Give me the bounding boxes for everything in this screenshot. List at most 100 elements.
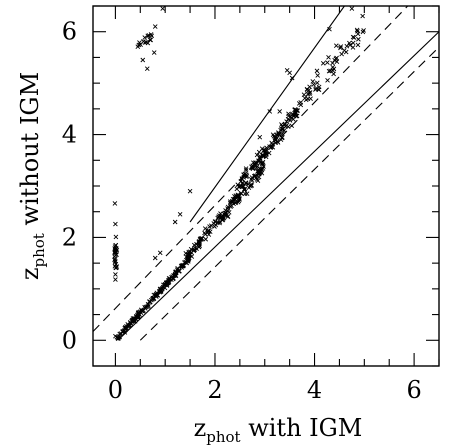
- data-point-zero-column: [113, 261, 119, 267]
- data-point-mid-sequence: [218, 211, 223, 216]
- data-point-upper-branch: [242, 171, 248, 177]
- data-point-mid-sequence: [186, 255, 191, 261]
- data-point-high-z-branch: [314, 80, 320, 86]
- data-point-high-z-branch: [313, 87, 318, 92]
- data-point-mid-sequence: [197, 237, 203, 242]
- data-point-zero-column: [113, 265, 119, 271]
- data-point-mid-sequence: [215, 215, 221, 221]
- data-point-upper-branch: [275, 140, 281, 145]
- data-point-high-z-branch: [342, 48, 347, 53]
- y-axis-title-text: without IGM: [16, 72, 44, 233]
- x-axis-title-z: z: [194, 414, 207, 442]
- data-point-high-z-branch: [325, 78, 330, 83]
- data-point-upper-branch: [274, 132, 280, 138]
- data-point-main-sequence: [151, 292, 157, 298]
- data-point-mid-sequence: [249, 183, 254, 188]
- data-point-main-sequence: [140, 308, 145, 314]
- data-point: [157, 250, 163, 256]
- data-point: [187, 188, 193, 194]
- data-point-mid-sequence: [217, 219, 223, 225]
- data-point-zero-column: [113, 248, 118, 254]
- data-point-high-z-branch: [350, 34, 356, 40]
- x-tick-label: 0: [108, 376, 123, 404]
- data-point-upper-branch: [279, 123, 285, 129]
- data-point-high-z-branch: [316, 87, 322, 93]
- data-point: [287, 70, 292, 76]
- data-point: [360, 1, 364, 5]
- data-point-upper-branch: [292, 107, 298, 112]
- data-point-mid-sequence: [203, 236, 209, 242]
- data-point-upper-branch: [243, 181, 249, 186]
- data-point-high-z-branch: [298, 100, 304, 105]
- data-point-high-z-branch: [305, 96, 311, 102]
- data-point-upper-branch: [264, 145, 269, 151]
- data-point-mid-sequence: [225, 214, 231, 219]
- data-point-high-z-branch: [339, 51, 344, 57]
- data-point-main-sequence: [158, 289, 164, 294]
- data-point-high-z-branch: [355, 29, 360, 34]
- data-point: [140, 57, 146, 63]
- data-point-high-z-branch: [320, 60, 326, 66]
- data-point-main-sequence: [173, 270, 178, 275]
- data-point: [177, 211, 183, 217]
- y-tick-label: 6: [62, 18, 77, 46]
- data-point-mid-sequence: [207, 224, 212, 229]
- data-point-upper-branch: [276, 132, 281, 137]
- data-point-main-sequence: [164, 280, 170, 285]
- y-axis-title-subscript: phot: [30, 233, 48, 267]
- data-point-high-z-branch: [350, 45, 356, 50]
- data-point-outlier-group: [136, 42, 142, 48]
- data-point-upper-branch: [278, 127, 283, 133]
- data-points: [112, 1, 366, 341]
- reference-line-solid-lower: [117, 31, 439, 341]
- data-point-upper-branch: [285, 116, 291, 122]
- data-point-main-sequence: [151, 296, 157, 302]
- data-point-upper-branch: [243, 166, 249, 171]
- data-point-main-sequence: [139, 308, 144, 314]
- data-point-mid-sequence: [184, 260, 190, 266]
- data-point-main-sequence: [158, 288, 164, 293]
- data-point-upper-branch: [289, 123, 295, 128]
- data-point-main-sequence: [178, 263, 184, 269]
- data-point-high-z-branch: [315, 73, 321, 78]
- data-point-main-sequence: [131, 316, 137, 322]
- data-point-upper-branch: [251, 160, 256, 165]
- data-point: [327, 26, 332, 32]
- data-point-high-z-branch: [307, 91, 312, 97]
- data-point-high-z-branch: [356, 36, 361, 42]
- data-point-zero-column: [112, 257, 117, 263]
- x-axis-title-text: with IGM: [241, 414, 363, 442]
- data-point: [152, 255, 158, 261]
- data-point: [115, 335, 121, 341]
- data-point-high-z-branch: [334, 59, 340, 65]
- tick-labels: 0 2 4 6 0 2 4 6: [62, 18, 422, 404]
- data-point-mid-sequence: [225, 206, 230, 211]
- data-point-high-z-branch: [305, 91, 311, 97]
- data-point-upper-branch: [279, 131, 285, 137]
- data-point-high-z-branch: [326, 54, 331, 60]
- y-tick-label: 2: [62, 223, 77, 251]
- y-axis-title-z: z: [16, 268, 44, 281]
- data-point-mid-sequence: [252, 173, 258, 179]
- data-point-main-sequence: [154, 292, 160, 298]
- data-point-mid-sequence: [213, 222, 219, 228]
- data-point-outlier-group: [147, 37, 153, 42]
- data-point-mid-sequence: [244, 191, 250, 197]
- data-point-main-sequence: [176, 268, 181, 274]
- data-point-upper-branch: [260, 159, 266, 165]
- data-point-upper-branch: [282, 122, 287, 128]
- data-point: [113, 272, 118, 277]
- data-point: [349, 6, 355, 11]
- data-point-outlier-group: [146, 33, 152, 38]
- data-point-upper-branch: [280, 135, 285, 140]
- data-point-high-z-branch: [330, 60, 335, 66]
- data-point-high-z-branch: [328, 68, 333, 74]
- data-point-mid-sequence: [202, 230, 207, 236]
- data-point-upper-branch: [280, 126, 286, 132]
- data-point-upper-branch: [272, 135, 278, 141]
- data-point-mid-sequence: [187, 251, 193, 257]
- data-point: [289, 75, 295, 81]
- data-point-upper-branch: [270, 144, 276, 150]
- data-point-upper-branch: [249, 164, 254, 170]
